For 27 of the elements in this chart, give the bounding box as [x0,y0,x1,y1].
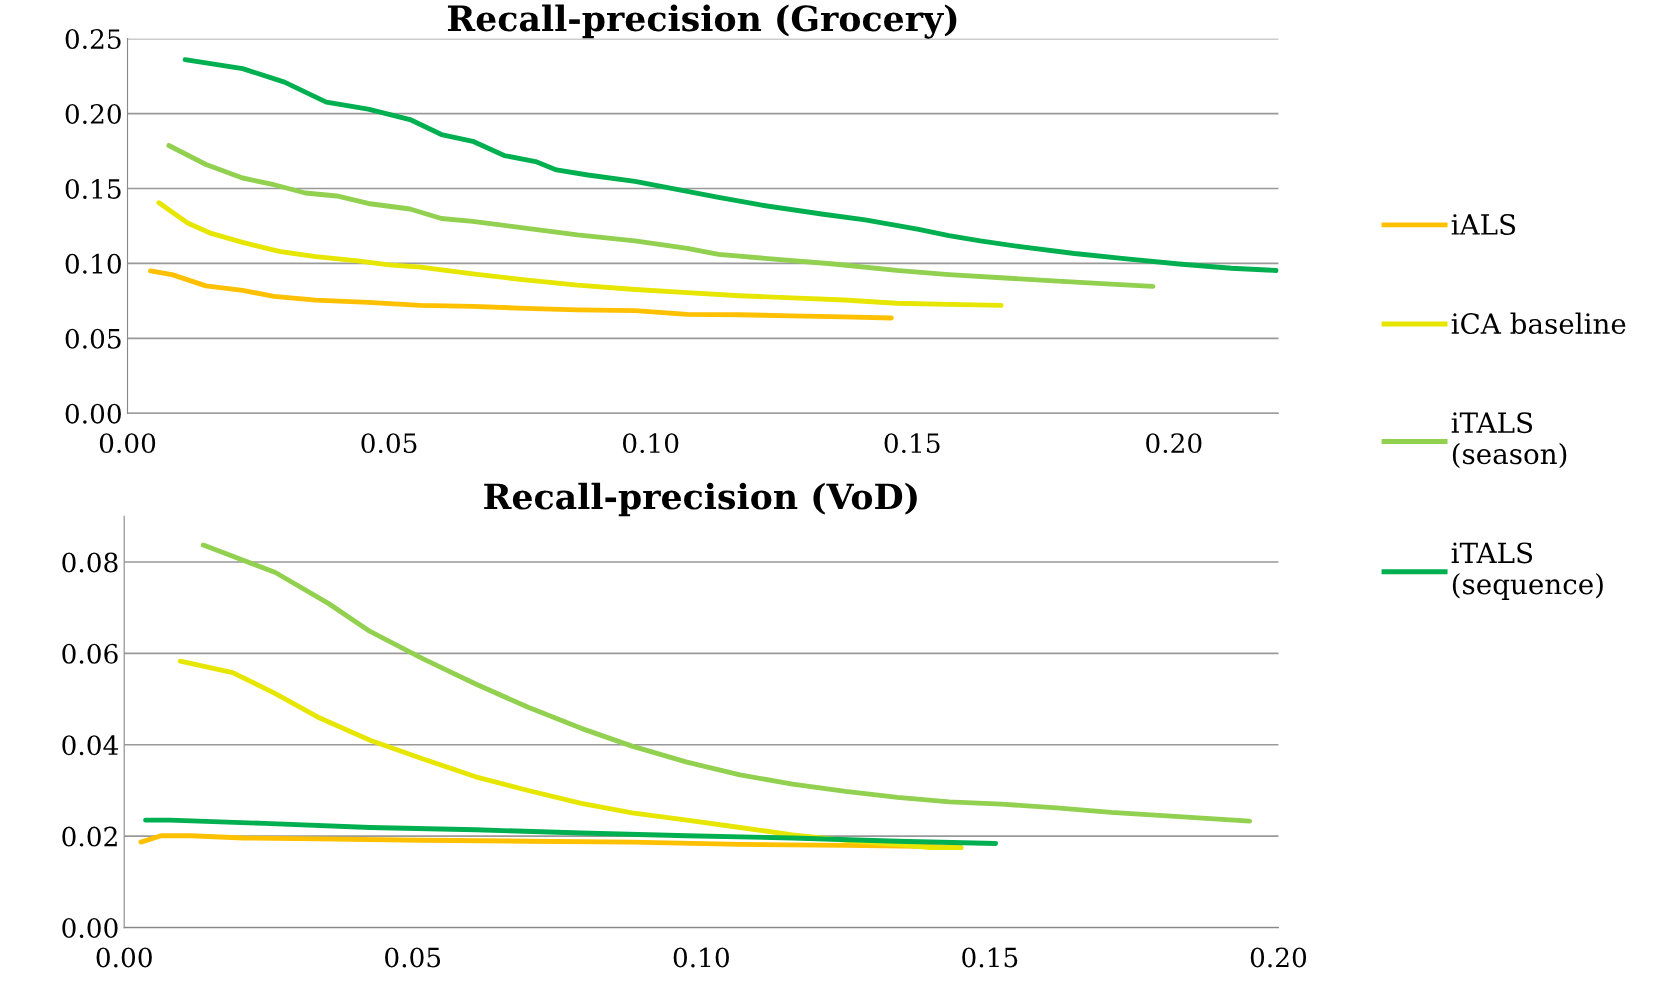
x-tick-label: 0.10 [673,947,729,968]
y-tick-label: 0.00 [65,403,121,424]
chart-title: Recall-precision (VoD) [484,482,917,517]
y-tick-label: 0.08 [62,552,118,573]
y-tick-label: 0.10 [65,253,121,274]
x-tick-label: 0.05 [361,433,417,454]
x-tick-label: 0.15 [884,433,940,454]
x-tick-label: 0.05 [385,947,441,968]
y-tick-label: 0.04 [62,735,119,756]
chart-title: Recall-precision (Grocery) [447,4,957,39]
legend-label: iALS [1451,213,1516,235]
x-tick-label: 0.20 [1146,433,1202,454]
y-tick-label: 0.15 [65,178,121,199]
y-tick-label: 0.05 [65,328,121,349]
y-tick-label: 0.00 [62,918,118,938]
legend-label: iTALS (sequence) [1451,542,1603,600]
y-tick-label: 0.25 [65,29,121,50]
y-tick-label: 0.06 [62,643,118,664]
x-tick-label: 0.20 [1250,947,1307,968]
legend-label: iTALS (season) [1451,412,1567,469]
x-tick-label: 0.15 [962,947,1018,968]
y-tick-label: 0.20 [65,104,121,124]
x-tick-label: 0.00 [99,433,156,454]
legend-label: iCA baseline [1451,312,1626,335]
x-tick-label: 0.10 [623,433,679,454]
x-tick-label: 0.00 [96,947,152,968]
y-tick-label: 0.02 [62,826,117,847]
